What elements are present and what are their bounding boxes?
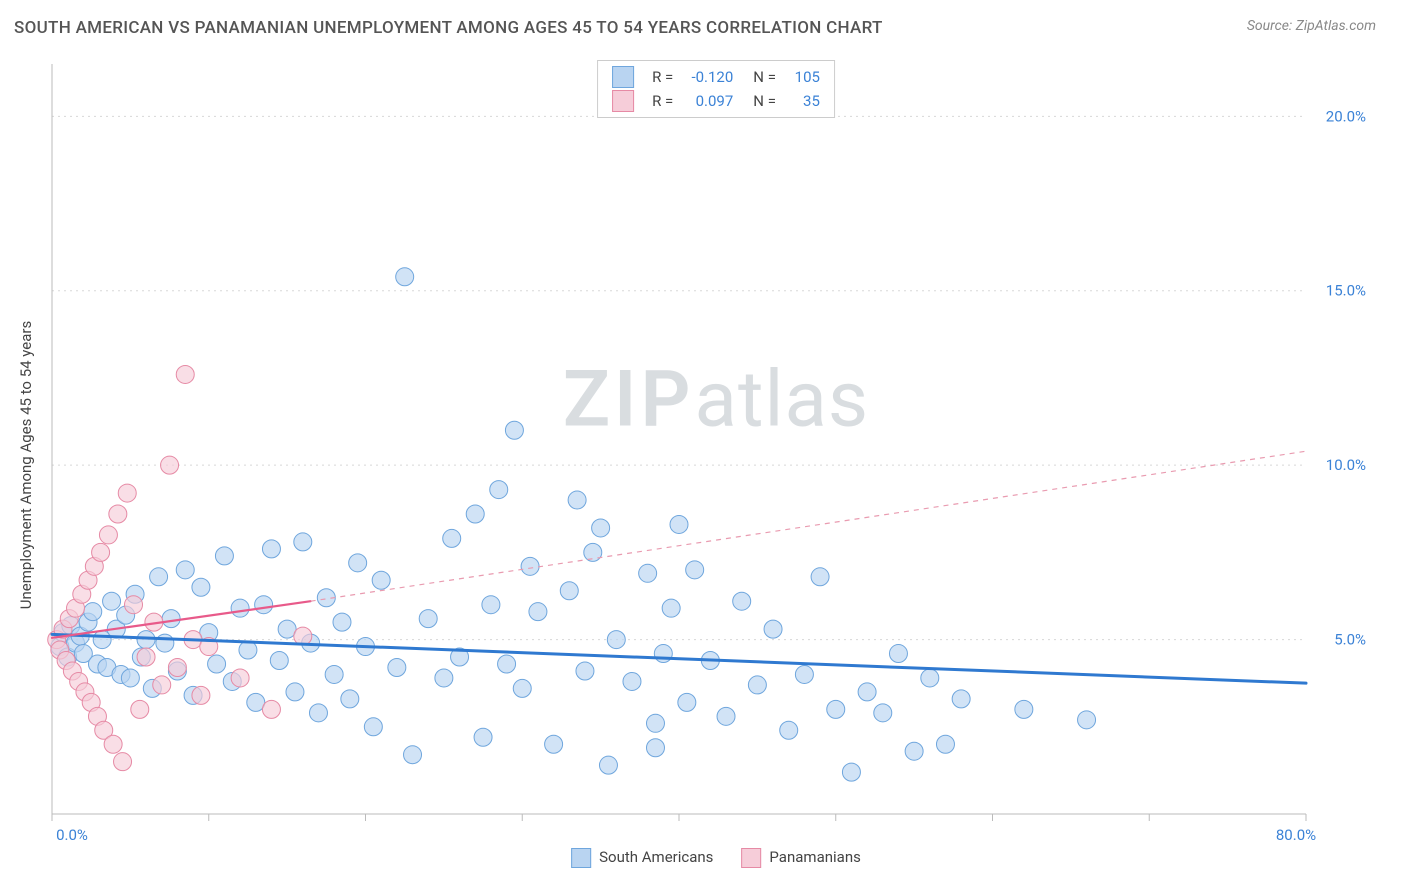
- r-label: R =: [652, 65, 673, 89]
- r-value: 0.097: [683, 89, 733, 113]
- n-value: 105: [786, 65, 820, 89]
- n-label: N =: [753, 89, 776, 113]
- r-label: R =: [652, 89, 673, 113]
- correlation-legend-row: R = 0.097 N = 35: [612, 89, 820, 113]
- series-legend-item: South Americans: [571, 848, 713, 868]
- series-legend-item: Panamanians: [741, 848, 860, 868]
- chart-container: Unemployment Among Ages 45 to 54 years Z…: [46, 60, 1386, 870]
- source-attribution: Source: ZipAtlas.com: [1247, 18, 1376, 34]
- correlation-legend: R = -0.120 N = 105 R = 0.097 N = 35: [597, 60, 835, 118]
- y-axis-label: Unemployment Among Ages 45 to 54 years: [17, 321, 35, 609]
- correlation-legend-row: R = -0.120 N = 105: [612, 65, 820, 89]
- n-value: 35: [786, 89, 820, 113]
- svg-text:15.0%: 15.0%: [1326, 282, 1366, 300]
- legend-swatch: [571, 848, 591, 868]
- n-label: N =: [753, 65, 776, 89]
- chart-title: SOUTH AMERICAN VS PANAMANIAN UNEMPLOYMEN…: [14, 18, 883, 38]
- series-legend: South Americans Panamanians: [571, 848, 861, 868]
- svg-text:0.0%: 0.0%: [56, 826, 88, 844]
- svg-text:10.0%: 10.0%: [1326, 456, 1366, 474]
- legend-swatch: [741, 848, 761, 868]
- svg-text:20.0%: 20.0%: [1326, 107, 1366, 125]
- legend-swatch: [612, 90, 634, 112]
- r-value: -0.120: [683, 65, 733, 89]
- scatter-plot: 5.0% 10.0% 15.0% 20.0% 0.0% 80.0%: [46, 60, 1376, 850]
- svg-text:80.0%: 80.0%: [1276, 826, 1316, 844]
- svg-text:5.0%: 5.0%: [1334, 631, 1366, 649]
- legend-swatch: [612, 66, 634, 88]
